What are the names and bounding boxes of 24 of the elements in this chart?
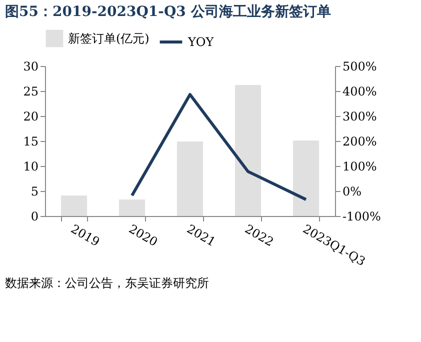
y-tick-label: 20 (23, 110, 38, 124)
y-tick-label: 0 (30, 210, 38, 224)
y-tick-label: 15 (23, 134, 38, 148)
bar (234, 85, 262, 216)
y2-tick-label: 300% (342, 110, 377, 124)
y2-tick-label: 400% (342, 84, 377, 98)
y-tick-label: 30 (23, 60, 38, 74)
legend-label: YOY (187, 35, 215, 49)
bar (176, 142, 204, 216)
chart-title: 图55：2019-2023Q1-Q3 公司海工业务新签订单 (5, 3, 331, 20)
bar (118, 200, 146, 216)
bar (292, 140, 320, 216)
y2-tick-label: 500% (342, 60, 377, 74)
y-tick-label: 25 (23, 84, 38, 98)
y-tick-label: 10 (23, 160, 38, 174)
legend-label: 新签订单(亿元) (68, 32, 150, 46)
y2-tick-label: 200% (342, 134, 377, 148)
y2-tick-label: -100% (342, 210, 381, 224)
source-note: 数据来源：公司公告，东吴证券研究所 (5, 276, 209, 290)
bar (60, 196, 88, 216)
y2-tick-label: 100% (342, 160, 377, 174)
line-series (130, 93, 308, 201)
y2-tick-label: 0% (342, 184, 362, 198)
y-tick-label: 5 (30, 184, 38, 198)
